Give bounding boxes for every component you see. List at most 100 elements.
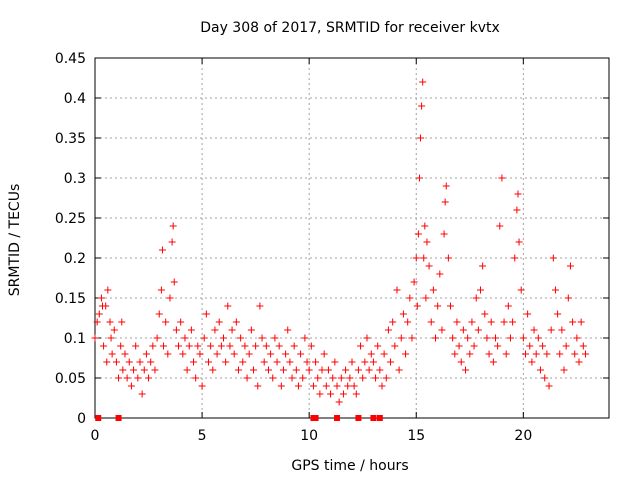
data-point [447, 302, 455, 310]
data-point [444, 254, 452, 262]
data-point [179, 350, 187, 358]
data-point [556, 350, 564, 358]
data-point [220, 334, 227, 342]
data-point [511, 254, 519, 262]
data-point [292, 366, 300, 374]
data-point [277, 382, 285, 390]
data-point [290, 342, 298, 350]
data-point [399, 310, 407, 318]
data-point [514, 190, 522, 198]
data-point [455, 342, 463, 350]
data-point [575, 358, 583, 366]
data-point [457, 358, 465, 366]
data-point [466, 350, 474, 358]
data-point [554, 310, 562, 318]
data-point [230, 350, 238, 358]
data-point [357, 342, 365, 350]
data-point [288, 374, 296, 382]
data-point [350, 382, 358, 390]
data-point [532, 350, 540, 358]
data-point [198, 382, 206, 390]
y-tick-label: 0.2 [64, 251, 86, 267]
y-tick-label: 0.15 [55, 291, 86, 307]
data-point [103, 358, 111, 366]
data-point [384, 326, 392, 334]
data-point [519, 334, 527, 342]
data-point [408, 334, 416, 342]
data-point [239, 358, 247, 366]
data-point [425, 262, 433, 270]
data-point [354, 366, 362, 374]
data-point [517, 286, 525, 294]
plot-frame [94, 57, 610, 419]
data-point [222, 358, 230, 366]
data-point [380, 350, 388, 358]
data-point [211, 326, 219, 334]
zero-value-marker [115, 415, 122, 421]
zero-value-marker [376, 415, 383, 421]
y-tick-label: 0 [77, 411, 86, 427]
zero-value-marker [312, 415, 319, 421]
data-point [365, 366, 373, 374]
data-point [539, 342, 547, 350]
data-point [374, 342, 382, 350]
data-point [100, 342, 108, 350]
data-point [170, 278, 178, 286]
data-point [441, 198, 449, 206]
data-point [395, 366, 403, 374]
data-point [294, 382, 302, 390]
data-point [190, 358, 198, 366]
data-point [286, 358, 294, 366]
data-point [107, 334, 115, 342]
data-point [479, 262, 487, 270]
data-point [477, 286, 484, 294]
data-point [258, 334, 266, 342]
data-point [309, 382, 317, 390]
data-point [566, 262, 574, 270]
data-point [513, 206, 521, 214]
data-point [102, 302, 110, 310]
data-point [500, 318, 508, 326]
data-point [237, 334, 245, 342]
data-point [413, 302, 421, 310]
data-point [175, 342, 183, 350]
data-point [104, 286, 112, 294]
y-tick-label: 0.3 [64, 171, 86, 187]
data-point [327, 390, 335, 398]
data-point [127, 382, 135, 390]
data-point [269, 374, 277, 382]
data-points [91, 78, 589, 406]
data-point [573, 334, 581, 342]
y-tick-labels: 0 0.05 0.1 0.15 0.2 0.25 0.3 0.35 0.4 0.45 [55, 51, 86, 427]
data-point [333, 382, 341, 390]
data-point [234, 366, 242, 374]
data-point [344, 382, 352, 390]
data-point [387, 358, 395, 366]
data-point [215, 318, 223, 326]
data-point [414, 230, 422, 238]
data-point [112, 358, 120, 366]
data-point [149, 342, 157, 350]
data-point [168, 238, 176, 246]
data-point [134, 374, 142, 382]
data-point [402, 350, 410, 358]
data-point [530, 326, 538, 334]
data-point [264, 366, 272, 374]
y-axis-label: SRMTID / TECUs [7, 184, 23, 297]
y-tick-label: 0.35 [55, 131, 86, 147]
data-point [301, 334, 309, 342]
data-point [422, 294, 430, 302]
data-point [213, 350, 221, 358]
data-point [162, 318, 170, 326]
data-point [275, 342, 283, 350]
data-point [483, 334, 491, 342]
data-point [372, 374, 380, 382]
data-point [119, 366, 127, 374]
data-point [410, 278, 418, 286]
data-point [502, 350, 510, 358]
data-point [140, 366, 148, 374]
data-point [316, 390, 324, 398]
data-point [303, 358, 311, 366]
data-point [117, 342, 125, 350]
data-point [361, 358, 369, 366]
